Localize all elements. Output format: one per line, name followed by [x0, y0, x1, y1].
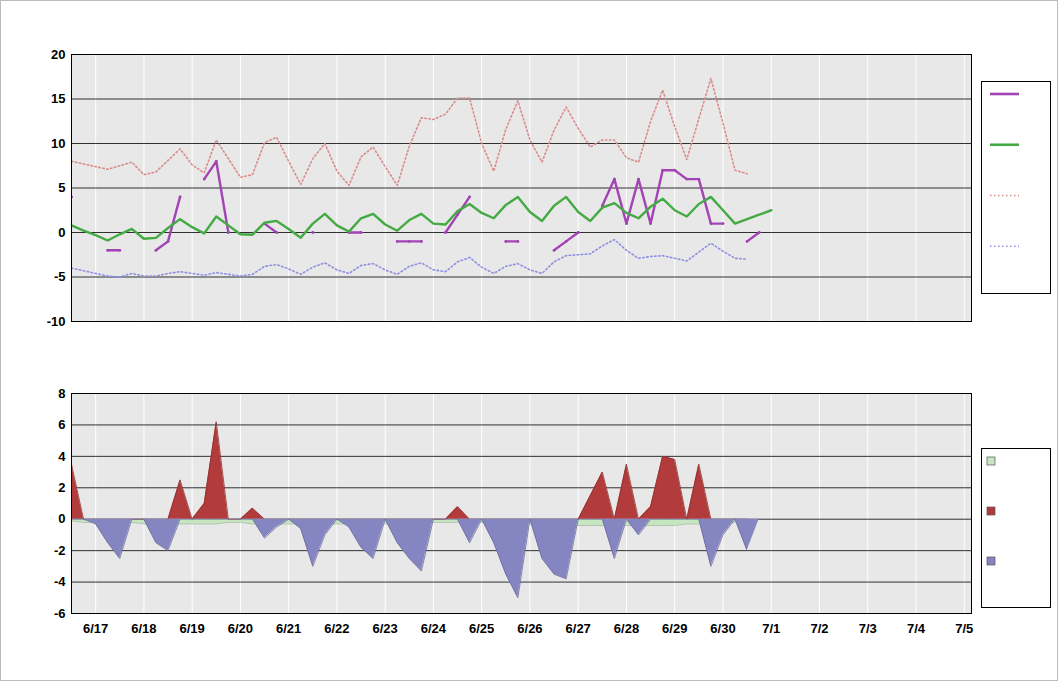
svg-text:6/18: 6/18 [131, 621, 156, 636]
svg-text:0: 0 [58, 511, 65, 526]
svg-text:6/19: 6/19 [179, 621, 204, 636]
svg-text:6/22: 6/22 [324, 621, 349, 636]
svg-text:6/25: 6/25 [469, 621, 494, 636]
svg-text:7/4: 7/4 [907, 621, 926, 636]
svg-text:10: 10 [51, 136, 65, 151]
svg-text:6/17: 6/17 [83, 621, 108, 636]
svg-text:4: 4 [58, 449, 66, 464]
svg-text:6: 6 [58, 417, 65, 432]
svg-text:-5: -5 [54, 269, 66, 284]
svg-text:0: 0 [58, 225, 65, 240]
svg-text:7/3: 7/3 [859, 621, 877, 636]
svg-text:6/27: 6/27 [566, 621, 591, 636]
svg-text:7/2: 7/2 [810, 621, 828, 636]
svg-text:7/5: 7/5 [955, 621, 973, 636]
svg-text:6/30: 6/30 [710, 621, 735, 636]
svg-text:20: 20 [51, 47, 65, 62]
svg-text:-10: -10 [47, 314, 66, 329]
svg-text:8: 8 [58, 386, 65, 401]
svg-text:2: 2 [58, 480, 65, 495]
svg-text:6/26: 6/26 [517, 621, 542, 636]
svg-text:6/21: 6/21 [276, 621, 301, 636]
svg-text:-2: -2 [54, 543, 66, 558]
svg-text:6/28: 6/28 [614, 621, 639, 636]
svg-text:15: 15 [51, 91, 65, 106]
svg-text:6/20: 6/20 [228, 621, 253, 636]
svg-text:6/23: 6/23 [373, 621, 398, 636]
svg-text:6/29: 6/29 [662, 621, 687, 636]
svg-text:7/1: 7/1 [762, 621, 780, 636]
svg-text:6/24: 6/24 [421, 621, 447, 636]
svg-text:5: 5 [58, 180, 65, 195]
svg-text:-6: -6 [54, 606, 66, 621]
svg-text:-4: -4 [54, 574, 66, 589]
